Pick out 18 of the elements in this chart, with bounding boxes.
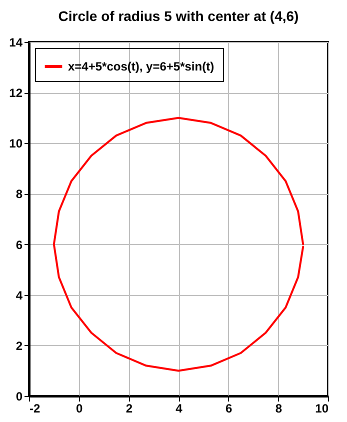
y-tick-label: 4 — [16, 288, 23, 302]
y-tick-label: 12 — [9, 86, 23, 100]
x-tick-label: -2 — [30, 402, 40, 416]
y-tick-label: 10 — [9, 136, 23, 151]
x-tick-label: 4 — [176, 402, 183, 416]
x-tick-label: 10 — [315, 402, 329, 416]
y-tick-label: 8 — [16, 187, 23, 202]
x-tick-label: 8 — [275, 402, 282, 416]
x-tick-label: 0 — [76, 402, 83, 416]
line-series — [52, 116, 304, 372]
x-tick-label: 2 — [126, 402, 133, 416]
legend-label: x=4+5*cos(t), y=6+5*sin(t) — [68, 60, 214, 74]
y-tick-label: 14 — [9, 36, 23, 50]
x-tick-label: 6 — [225, 402, 232, 416]
y-tick-label: 6 — [16, 238, 23, 252]
y-tick-label: 2 — [16, 338, 23, 353]
chart-title: Circle of radius 5 with center at (4,6) — [58, 8, 299, 24]
y-tick-label: 0 — [16, 390, 23, 404]
